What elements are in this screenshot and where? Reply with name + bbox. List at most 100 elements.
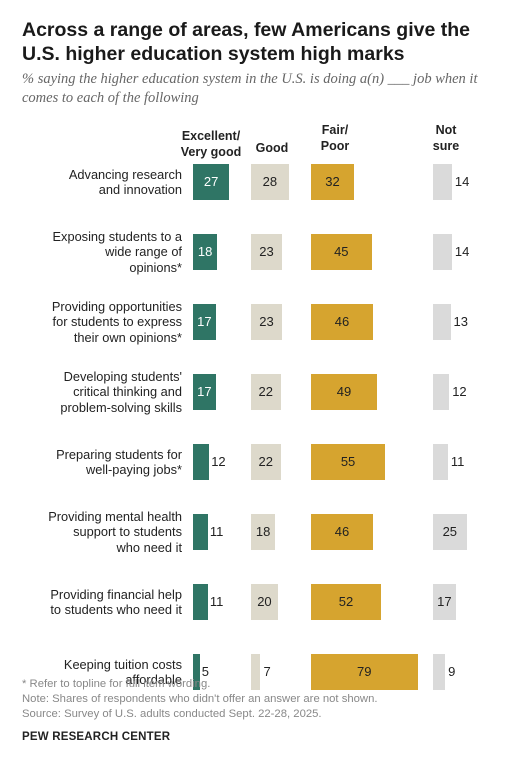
row-label-line: Exposing students to a (52, 228, 182, 244)
data-label-good: 23 (259, 244, 274, 259)
column-header-excellent: Excellent/ Very good (176, 128, 246, 160)
bar-excellent (193, 304, 216, 340)
row-label-line: their own opinions* (73, 329, 182, 345)
data-label-excellent: 5 (201, 664, 209, 679)
column-header-excellent-line2: Very good (180, 145, 242, 159)
row-label-line: well-paying jobs* (85, 462, 182, 477)
data-label-fair-poor: 52 (338, 594, 354, 609)
data-label-not-sure: 11 (450, 454, 465, 469)
bar-fair-poor (311, 234, 372, 270)
row-label-line: support to students (73, 524, 182, 540)
row-label-line: Providing financial help (50, 586, 182, 602)
bar-good (251, 654, 261, 690)
bar-excellent (193, 444, 210, 480)
data-label-excellent: 11 (209, 594, 224, 609)
row-label-line: for students to express (52, 314, 182, 330)
chart-subtitle: % saying the higher education system in … (22, 71, 478, 106)
column-header-excellent-line1: Excellent/ (181, 129, 241, 143)
row-label-line: Advancing research (68, 166, 182, 182)
data-label-fair-poor: 55 (340, 454, 356, 469)
row-label: Advancing research and innovation (0, 167, 182, 198)
bar-excellent (193, 234, 218, 270)
bar-good (251, 304, 283, 340)
chart-title: Across a range of areas, few Americans g… (22, 19, 470, 65)
bar-good (251, 584, 278, 620)
bar-good (251, 514, 276, 550)
data-label-not-sure: 14 (454, 174, 470, 189)
column-header-not-sure: Not sure (428, 122, 464, 154)
data-label-not-sure: 14 (454, 244, 470, 259)
row-label-line: wide range of (105, 244, 182, 260)
bar-not-sure (433, 374, 450, 410)
bar-not-sure (433, 514, 467, 550)
data-label-good: 22 (258, 454, 274, 469)
row-label: Keeping tuition costs affordable (0, 657, 182, 688)
row-label-line: Developing students' (63, 368, 182, 384)
data-label-not-sure: 9 (448, 664, 456, 679)
column-header-not-sure-line1: Not (435, 123, 457, 137)
data-label-excellent: 17 (197, 314, 212, 329)
bar-good (251, 234, 283, 270)
bar-excellent (193, 374, 216, 410)
data-label-excellent: 17 (197, 384, 212, 399)
bar-excellent (193, 164, 230, 200)
data-label-good: 22 (258, 384, 274, 399)
bar-good (251, 164, 289, 200)
bar-good (251, 374, 281, 410)
row-label: Providing financial help to students who … (0, 587, 182, 618)
bar-fair-poor (311, 514, 374, 550)
footnote-note: Note: Shares of respondents who didn't o… (22, 693, 378, 705)
data-label-fair-poor: 45 (334, 244, 349, 259)
row-label-line: Preparing students for (56, 446, 182, 462)
footnote-topline: * Refer to topline for full item wording… (22, 678, 211, 690)
bar-fair-poor (311, 164, 355, 200)
data-label-not-sure: 25 (442, 524, 458, 539)
row-label-line: Providing mental health (48, 508, 182, 524)
row-label-line: Providing opportunities (51, 298, 182, 314)
data-label-good: 23 (259, 314, 274, 329)
row-label: Providing mental health support to studen… (0, 509, 182, 556)
footnote-source: Source: Survey of U.S. adults conducted … (22, 708, 322, 720)
bar-excellent (193, 584, 208, 620)
data-label-not-sure: 13 (453, 314, 469, 329)
bar-not-sure (433, 654, 446, 690)
bar-fair-poor (311, 374, 378, 410)
data-label-fair-poor: 46 (334, 524, 350, 539)
pew-logo-text: PEW RESEARCH CENTER (22, 731, 171, 743)
bar-good (251, 444, 281, 480)
column-header-not-sure-line2: sure (432, 139, 460, 153)
row-label-line: Keeping tuition costs (63, 656, 182, 672)
row-label-line: opinions* (129, 259, 182, 275)
bar-fair-poor (311, 304, 374, 340)
bar-fair-poor (311, 654, 418, 690)
bar-not-sure (433, 304, 451, 340)
row-label: Exposing students to a wide range of opini… (0, 229, 182, 276)
row-label-line: critical thinking and (73, 384, 182, 400)
bar-not-sure (433, 444, 448, 480)
data-label-fair-poor: 46 (334, 314, 350, 329)
data-label-fair-poor: 79 (357, 664, 372, 679)
row-label-line: affordable (125, 672, 182, 687)
data-label-excellent: 12 (211, 454, 226, 469)
data-label-fair-poor: 49 (336, 384, 352, 399)
bar-not-sure (433, 234, 452, 270)
row-label-line: and innovation (98, 182, 182, 197)
row-label-line: who need it (116, 539, 182, 555)
bar-not-sure (433, 164, 452, 200)
data-label-good: 18 (255, 524, 271, 539)
data-label-good: 7 (263, 664, 271, 679)
bar-excellent (193, 514, 208, 550)
column-header-good: Good (255, 141, 289, 155)
column-header-fair-line1: Fair/ (321, 123, 349, 137)
data-label-fair-poor: 32 (325, 174, 340, 189)
row-label-line: to students who need it (50, 602, 182, 617)
bar-excellent (193, 654, 200, 690)
row-label: Preparing students for well-paying jobs* (0, 447, 182, 478)
data-label-good: 28 (262, 174, 278, 189)
data-label-not-sure: 17 (437, 594, 452, 609)
data-label-not-sure: 12 (452, 384, 467, 399)
row-label: Developing students' critical thinking an… (0, 369, 182, 416)
column-header-fair-line2: Poor (320, 139, 350, 153)
bar-not-sure (433, 584, 456, 620)
